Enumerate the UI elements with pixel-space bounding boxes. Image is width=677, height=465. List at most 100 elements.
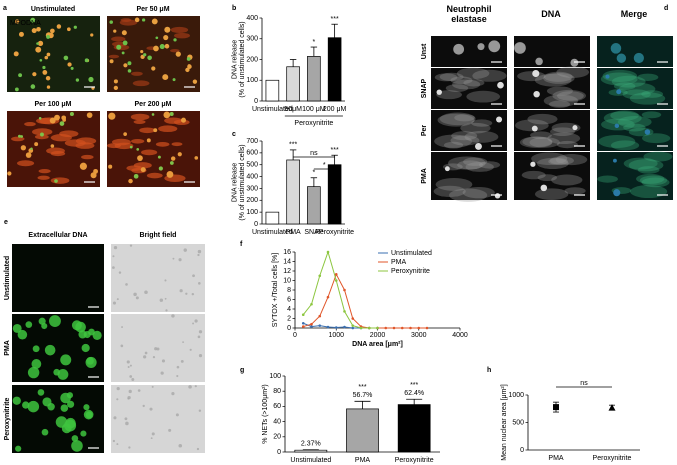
cell [47,402,55,411]
row-label: PMA [421,168,428,184]
cell [126,360,130,364]
cell [17,329,28,340]
cell [155,141,170,147]
data-point [318,324,322,327]
y-tick-label: 8 [287,287,291,294]
cell [18,31,24,37]
row-label: Per [421,125,428,137]
cell [61,115,67,121]
cell [151,66,156,71]
cell [129,375,133,378]
cell [532,69,540,78]
cell [153,45,159,52]
cell [530,131,552,140]
cell [14,19,20,24]
cell [535,57,543,66]
cell [53,368,61,376]
cell [121,30,127,36]
micrograph [7,16,100,92]
cell [644,129,651,135]
cell [40,132,44,137]
cell [75,321,86,333]
cell [198,409,202,412]
cell [25,321,33,328]
micrograph [514,110,590,151]
significance: * [313,170,316,177]
cell [610,140,640,151]
cell [192,322,195,325]
x-tick-label: Unstimulated [252,106,293,113]
cell [136,148,140,151]
y-tick-label: 500 [512,419,524,426]
data-point [310,322,313,326]
cell [90,33,94,37]
bar [307,186,321,225]
micrograph [431,110,507,151]
cell [154,347,158,351]
cell [550,127,575,137]
cell [108,164,113,169]
cell [641,111,662,119]
cell [59,121,65,126]
cell [192,79,198,84]
data-point [301,325,305,328]
x-tick-label: PMA [355,457,371,464]
cell [636,173,665,184]
y-tick-label: 300 [246,185,258,192]
bar [265,211,280,225]
cell [12,396,21,405]
data-point [343,325,346,329]
cell [133,119,146,125]
value-label: 56.7% [353,392,373,399]
cell [161,359,165,363]
cell [125,421,129,426]
bar [327,37,342,102]
cell [13,51,19,57]
cell [83,331,91,339]
cell [122,40,128,46]
data-point [334,273,338,276]
data-point [608,404,616,411]
cell [543,71,573,82]
cell [140,50,144,54]
cell [46,52,51,57]
cell [537,174,557,182]
cell [529,137,560,148]
cell [121,326,124,329]
y-tick-label: 20 [273,434,281,441]
cell [116,298,119,301]
cell [183,248,187,252]
cell [534,73,572,87]
cell [187,64,192,69]
column-header: Neutrophil elastase [446,4,492,24]
cell [549,100,571,108]
cell [182,341,185,344]
cell [113,245,118,250]
y-tick-label: 500 [246,162,258,169]
cell [54,114,60,121]
cell [31,28,37,34]
cell [552,89,587,102]
cell [155,36,159,40]
y-axis-label: SYTOX +/Total cells [%] [272,253,279,327]
y-tick-label: 0 [254,98,258,105]
y-tick-label: 0 [520,447,524,454]
cell [164,117,183,124]
cell [639,175,668,186]
y-tick-label: 0 [277,449,281,456]
data-point [376,326,379,330]
cell [57,368,69,380]
column-header: Merge [620,9,648,19]
data-point [318,314,322,318]
cell [471,119,493,127]
cell [172,257,175,260]
cell [32,128,53,136]
cell [159,44,165,50]
cell [449,188,488,202]
micrograph [107,16,200,92]
cell [494,193,501,199]
cell [46,147,65,155]
cell [548,158,569,165]
